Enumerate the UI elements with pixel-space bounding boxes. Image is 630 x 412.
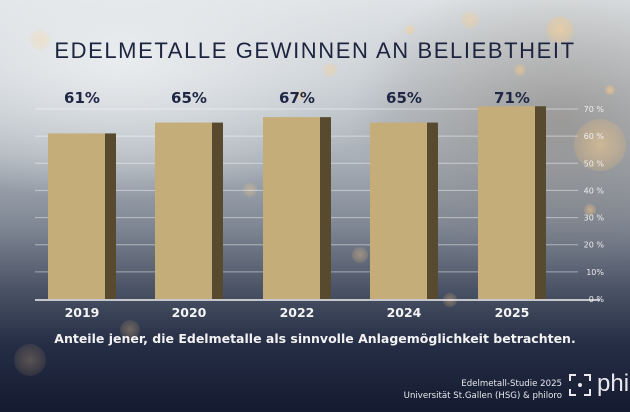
- value-label: 65%: [386, 89, 422, 107]
- bar-side-2025: [535, 106, 546, 300]
- footer-institution: Universität St.Gallen (HSG) & philoro: [403, 391, 562, 401]
- x-tick-label: 2019: [65, 305, 100, 320]
- x-tick-label: 2025: [495, 305, 530, 320]
- bar-side-2024: [427, 122, 438, 299]
- bar-2020: [155, 122, 212, 299]
- y-tick-label: 10%: [586, 268, 604, 277]
- bar-side-2020: [212, 122, 223, 299]
- bar-side-2022: [320, 117, 331, 300]
- value-label: 71%: [494, 89, 530, 107]
- source-footer: Edelmetall-Studie 2025 Universität St.Ga…: [404, 378, 562, 402]
- value-label: 65%: [171, 89, 207, 107]
- philoro-bracket-logo-icon: [569, 374, 591, 396]
- y-tick-label: 70 %: [584, 105, 605, 114]
- value-label: 67%: [279, 89, 315, 107]
- y-tick-label: 30 %: [584, 214, 605, 223]
- bar-2019: [48, 133, 105, 299]
- bar-2022: [263, 117, 320, 300]
- y-tick-label: 40 %: [584, 186, 605, 195]
- x-tick-label: 2024: [387, 305, 422, 320]
- brand-name: phil: [597, 370, 630, 397]
- y-tick-label: 60 %: [584, 132, 605, 141]
- y-tick-label: 20 %: [584, 241, 605, 250]
- value-label: 61%: [64, 89, 100, 107]
- chart-caption: Anteile jener, die Edelmetalle als sinnv…: [54, 331, 576, 346]
- chart-title: EDELMETALLE GEWINNEN AN BELIEBTHEIT: [54, 38, 576, 63]
- x-tick-label: 2020: [172, 305, 207, 320]
- bar-2025: [478, 106, 535, 300]
- x-tick-label: 2022: [280, 305, 315, 320]
- y-tick-label: 50 %: [584, 159, 605, 168]
- bar-2024: [370, 122, 427, 299]
- footer-study: Edelmetall-Studie 2025: [461, 379, 562, 389]
- bar-side-2019: [105, 133, 116, 299]
